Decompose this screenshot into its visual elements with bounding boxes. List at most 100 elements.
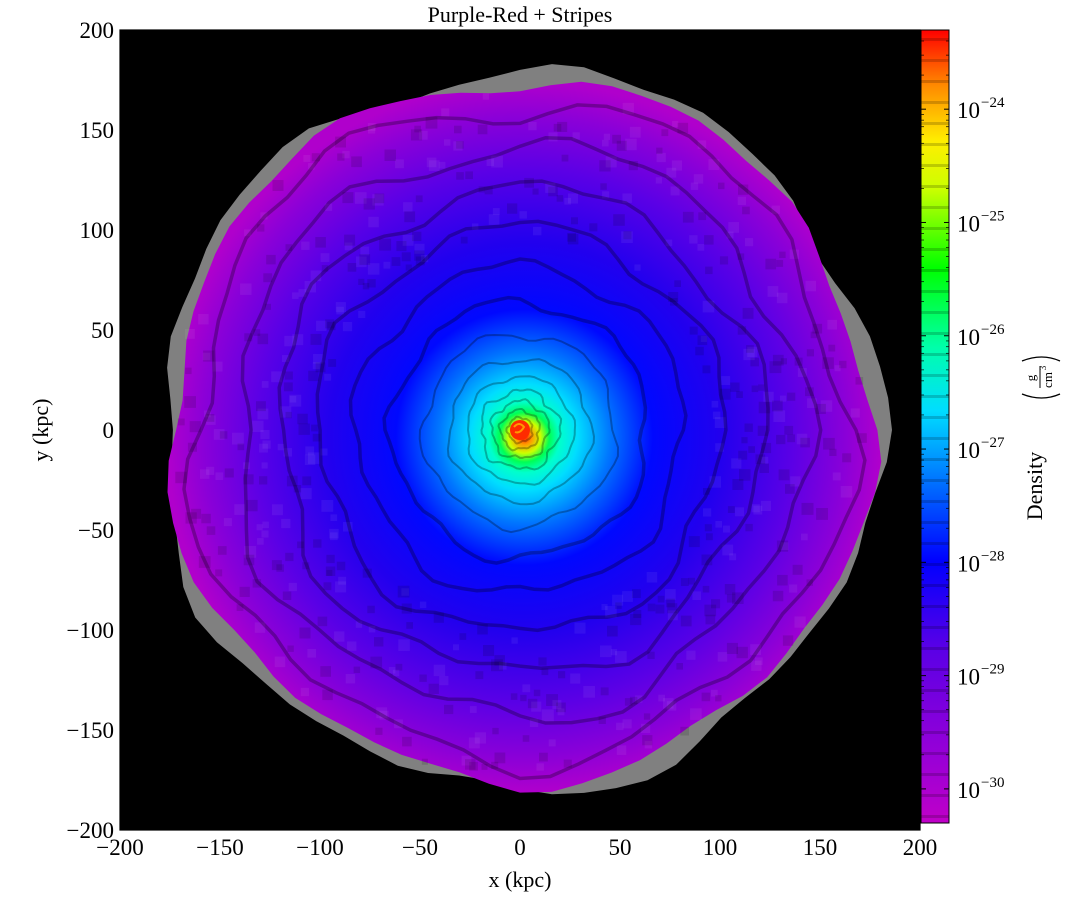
density-contour — [505, 415, 534, 445]
density-cell — [308, 163, 315, 170]
density-cell — [320, 253, 330, 262]
density-cell — [246, 499, 258, 512]
density-cell — [298, 289, 307, 297]
density-cell — [206, 526, 216, 535]
density-cell — [391, 257, 401, 266]
density-cell — [276, 564, 284, 572]
density-cell — [621, 231, 633, 243]
density-cell — [415, 195, 423, 203]
density-cell — [308, 452, 320, 464]
colorbar-tick-exponent: −26 — [981, 322, 1005, 338]
x-tick-label: 200 — [903, 835, 938, 860]
density-cell — [541, 709, 554, 722]
density-cell — [257, 538, 264, 545]
density-cell — [729, 553, 737, 561]
density-cell — [785, 484, 795, 494]
density-cell — [755, 657, 763, 666]
density-cell — [657, 595, 665, 603]
x-axis-label: x (kpc) — [489, 867, 552, 892]
density-cell — [243, 474, 254, 485]
density-cell — [421, 758, 428, 765]
colorbar-stripe — [921, 59, 949, 62]
density-cell — [486, 158, 494, 166]
density-cell — [857, 433, 867, 443]
density-cell — [810, 331, 818, 339]
density-cell — [335, 302, 346, 313]
density-cell — [529, 718, 539, 727]
density-cell — [403, 202, 413, 212]
density-cell — [719, 256, 729, 265]
density-cell — [680, 726, 689, 736]
density-cell — [757, 425, 768, 436]
density-cell — [344, 242, 353, 251]
density-cell — [789, 584, 798, 593]
density-cell — [794, 616, 806, 628]
colorbar-stripe — [921, 752, 949, 755]
density-cell — [477, 623, 488, 635]
x-tick-label: 50 — [609, 835, 632, 860]
density-cell — [299, 627, 311, 639]
density-cell — [760, 442, 772, 454]
density-cell — [704, 235, 714, 245]
density-cell — [688, 577, 695, 585]
density-cell — [358, 278, 365, 285]
density-cell — [376, 707, 388, 719]
density-cell — [771, 400, 783, 412]
density-cell — [330, 514, 338, 521]
density-cell — [320, 448, 328, 456]
density-cell — [612, 594, 624, 606]
density-cell — [600, 687, 609, 696]
colorbar-tick-base: 10 — [957, 665, 980, 690]
density-cell — [615, 651, 627, 663]
density-cell — [185, 329, 195, 339]
density-cell — [494, 752, 506, 764]
colorbar-stripe — [921, 710, 949, 713]
density-cell — [420, 254, 429, 263]
density-cell — [481, 763, 488, 770]
density-cell — [374, 637, 384, 647]
density-cell — [556, 702, 566, 713]
density-cell — [646, 572, 658, 583]
density-cell — [478, 186, 485, 193]
density-cell — [336, 306, 344, 315]
density-cell — [628, 161, 638, 171]
density-cell — [402, 234, 414, 246]
density-cell — [705, 533, 713, 541]
colorbar-tick-exponent: −30 — [981, 775, 1004, 791]
density-cell — [202, 352, 211, 361]
colorbar-unit-denominator-power: 3 — [1038, 365, 1048, 370]
density-cell — [797, 368, 807, 377]
density-cell — [697, 140, 707, 149]
density-cell — [750, 357, 759, 367]
density-cell — [552, 700, 562, 710]
y-axis-label: y (kpc) — [28, 399, 53, 462]
density-cell — [745, 238, 754, 247]
density-cell — [198, 556, 211, 568]
density-cell — [236, 604, 244, 611]
density-cell — [274, 656, 286, 668]
density-cell — [375, 727, 383, 735]
density-cell — [347, 641, 357, 651]
density-cell — [677, 122, 689, 134]
density-cell — [839, 360, 847, 369]
density-cell — [257, 333, 269, 345]
colorbar-tick-exponent: −28 — [981, 548, 1004, 564]
colorbar-unit-numerator: g — [1023, 374, 1038, 381]
density-cell — [345, 674, 356, 684]
density-cell — [784, 425, 794, 435]
density-cell — [425, 116, 438, 129]
x-tick-label: −50 — [402, 835, 438, 860]
density-cell — [842, 453, 852, 463]
density-cell — [615, 602, 622, 609]
density-cell — [287, 645, 294, 652]
density-cell — [213, 429, 225, 440]
density-cell — [647, 603, 656, 612]
y-tick-label: −50 — [78, 518, 114, 543]
density-cell — [548, 132, 558, 142]
density-cell — [698, 212, 707, 221]
density-core-swirl — [513, 423, 526, 434]
density-cell — [737, 326, 747, 335]
density-cell — [776, 540, 789, 552]
density-cell — [807, 398, 817, 408]
density-cell — [665, 589, 676, 600]
